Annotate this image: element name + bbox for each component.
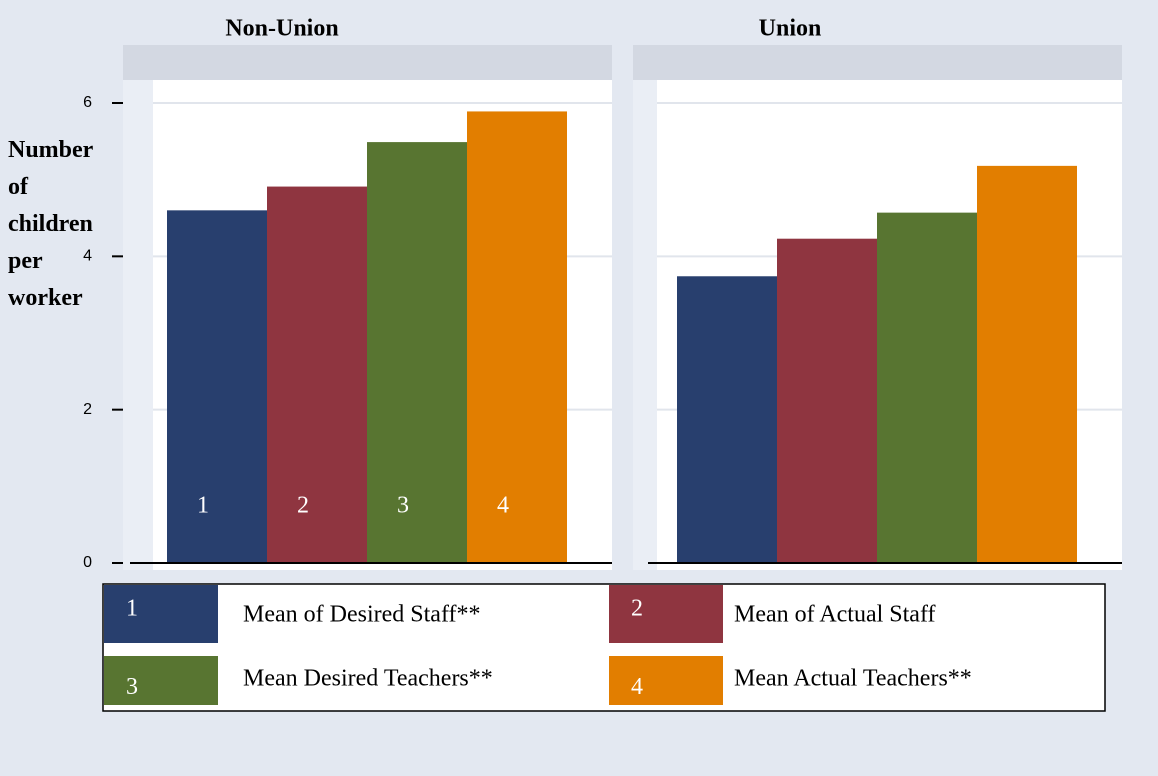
panel-title: Non-Union [225,16,338,42]
bar [877,212,977,563]
legend-label: Mean Actual Teachers** [734,666,972,692]
legend-key [104,585,218,643]
bar [977,165,1077,563]
bar [467,111,567,563]
strip [633,45,1122,80]
legend-key-label: 4 [631,674,643,700]
legend-label: Mean of Desired Staff** [243,602,481,628]
y-tick-label: 0 [83,554,92,571]
strip [123,45,612,80]
legend-key-label: 3 [126,674,138,700]
y-axis-label: Number of children per worker [8,137,93,311]
panel-title: Union [759,16,822,42]
legend [102,583,1106,712]
bar [777,238,877,563]
legend-key [609,656,723,705]
bar [677,276,777,563]
legend-key [609,585,723,643]
legend-label: Mean Desired Teachers** [243,666,493,692]
y-tick-label: 4 [83,248,92,265]
legend-key-label: 1 [126,596,138,622]
legend-key [104,656,218,705]
bar-label: 3 [397,493,409,519]
bar-label: 2 [297,493,309,519]
bar [267,186,367,564]
legend-key-label: 2 [631,596,643,622]
y-tick-label: 6 [83,94,92,111]
bar [167,210,267,564]
legend-label: Mean of Actual Staff [734,602,936,628]
bar-label: 1 [197,493,209,519]
bar [367,142,467,563]
y-tick-label: 2 [83,401,92,418]
bar-label: 4 [497,493,509,519]
